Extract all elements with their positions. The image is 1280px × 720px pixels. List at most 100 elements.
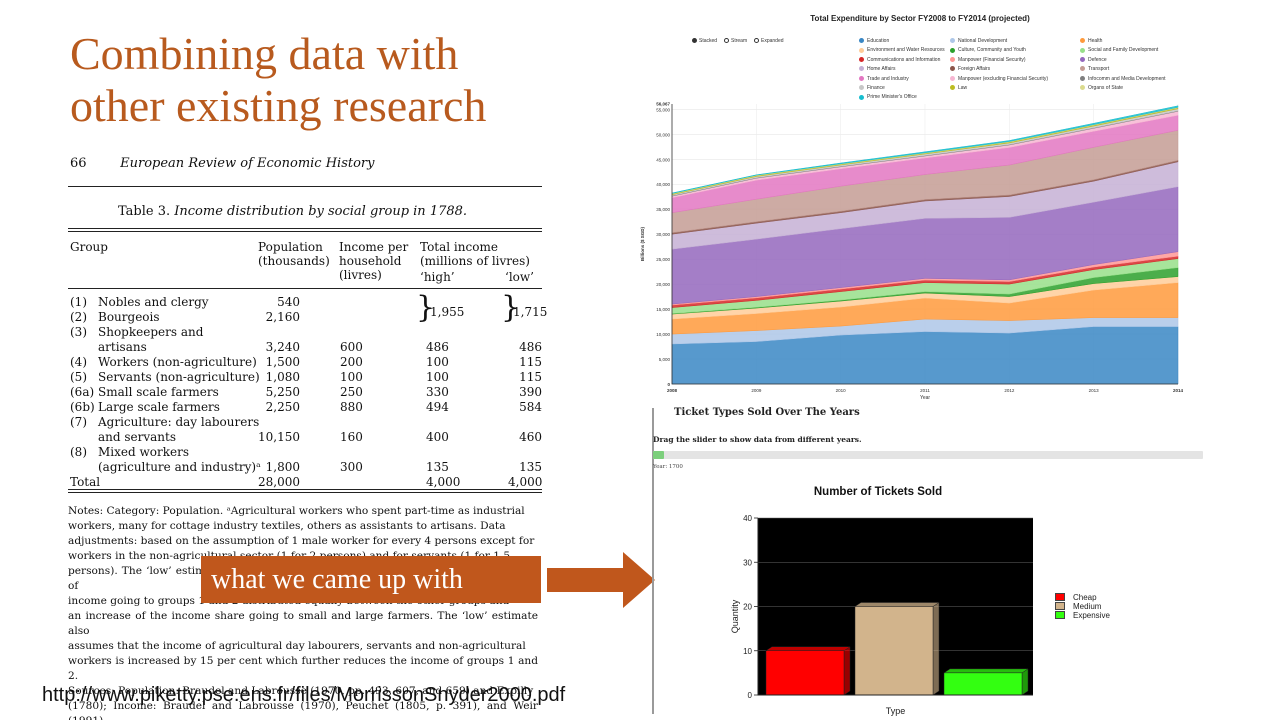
table-cell-inc: 300 — [340, 460, 363, 474]
x-tick-label: 2011 — [920, 388, 930, 393]
y-axis-label: Quantity — [730, 599, 740, 633]
bar-legend: Cheap Medium Expensive — [1055, 593, 1110, 620]
table-cell-group: and servants — [98, 430, 177, 444]
col-head-group: Group — [70, 240, 108, 254]
legend-label: Trade and Industry — [867, 75, 909, 82]
notes-line: an increase of the income share going to… — [68, 610, 538, 637]
table-row: artisans 3,240 600 486 486 — [68, 340, 544, 355]
bar-chart: 0 10 20 30 40 Type Quantity — [730, 514, 1033, 716]
table-cell-pop: 540 — [277, 295, 300, 309]
paper-header: 66 European Review of Economic History — [70, 156, 375, 171]
bar-expensive[interactable] — [943, 668, 1029, 696]
notes-line: Notes: Category: Population. ᵃAgricultur… — [68, 505, 525, 517]
y-tick-label: 5,000 — [659, 357, 671, 362]
slider-handle[interactable] — [653, 451, 664, 459]
legend-label: Transport — [1088, 66, 1110, 73]
legend-label: Environment and Water Resources — [867, 47, 945, 54]
y-tick-label: 35,000 — [656, 207, 670, 212]
legend-item[interactable]: Cheap — [1055, 593, 1110, 602]
legend-item[interactable]: Manpower (excluding Financial Security) — [950, 76, 1048, 82]
year-slider[interactable] — [653, 451, 1203, 459]
col-head-total-2: (millions of livres) — [420, 254, 530, 268]
y-tick-label: 40,000 — [656, 182, 670, 187]
table-row: (7) Agriculture: day labourers — [68, 415, 544, 430]
legend-label: Home Affairs — [867, 66, 896, 73]
table-cell-group: Large scale farmers — [98, 400, 220, 414]
bar-front — [943, 672, 1023, 696]
table-row: (1) Nobles and clergy 540 — [68, 295, 544, 310]
control-expanded[interactable]: Expanded — [754, 38, 784, 44]
bar-cheap[interactable] — [765, 646, 851, 696]
legend-item[interactable]: Infocomm and Media Development — [1080, 76, 1166, 82]
table-top-rule — [68, 228, 542, 229]
table-cell-num: (6a) — [70, 385, 95, 399]
table-cell-pop: 3,240 — [265, 340, 300, 354]
bar-medium[interactable] — [854, 602, 940, 696]
table-top-rule-2 — [68, 231, 542, 232]
legend-item[interactable]: Social and Family Development — [1080, 47, 1158, 53]
legend-item[interactable]: Manpower (Financial Security) — [950, 57, 1026, 63]
legend-swatch-icon — [1080, 56, 1085, 62]
col-head-total-1: Total income — [420, 240, 498, 254]
table-bottom-rule — [68, 489, 542, 490]
table-cell-high: 135 — [426, 460, 449, 474]
legend-item[interactable]: Law — [950, 85, 967, 91]
legend-item[interactable]: Home Affairs — [859, 66, 896, 72]
x-tick-label: 2008 — [667, 388, 678, 393]
legend-item[interactable]: Expensive — [1055, 611, 1110, 620]
legend-item[interactable]: Foreign Affairs — [950, 66, 990, 72]
legend-item[interactable]: Transport — [1080, 66, 1109, 72]
x-tick-label: 2012 — [1004, 388, 1015, 393]
control-stacked[interactable]: Stacked — [692, 38, 717, 44]
legend-item[interactable]: Prime Minister's Office — [859, 94, 917, 100]
legend-item[interactable]: Communications and Information — [859, 57, 940, 63]
table-cell-inc: 100 — [340, 370, 363, 384]
table-cell-group: (agriculture and industry)ᵃ — [98, 460, 261, 474]
table-row: (6a) Small scale farmers 5,250 250 330 390 — [68, 385, 544, 400]
table-cell-num: Total — [70, 475, 101, 489]
source-url[interactable]: http://www.piketty.pse.ens.fr/files/Morr… — [42, 684, 566, 706]
x-axis-label: Year — [920, 395, 930, 401]
legend-item[interactable]: Finance — [859, 85, 885, 91]
bar-top — [943, 668, 1029, 674]
area-chart-panel: 5,000 10,000 15,000 20,000 25,000 30,000 35,00… — [640, 8, 1200, 404]
x-tick-label: 2010 — [836, 388, 847, 393]
legend-swatch-icon — [950, 75, 955, 81]
area-series-18[interactable] — [671, 105, 1179, 194]
table-cell-group: Shopkeepers and — [98, 325, 204, 339]
legend-item[interactable]: Medium — [1055, 602, 1110, 611]
legend-swatch-icon — [859, 66, 864, 72]
table-cell-high: 494 — [426, 400, 449, 414]
bar-top — [765, 646, 851, 651]
table-cell-group: Workers (non-agriculture) — [98, 355, 257, 369]
legend-item[interactable]: National Development — [950, 38, 1007, 44]
page-number: 66 — [70, 156, 87, 171]
legend-item[interactable]: Education — [859, 38, 889, 44]
table-cell-group: Agriculture: day labourers — [98, 415, 260, 429]
y-max-label: 56,067 — [656, 102, 670, 107]
legend-label: Education — [867, 38, 890, 44]
table-cell-pop: 2,160 — [265, 310, 300, 324]
legend-label: National Development — [958, 38, 1008, 44]
area-chart-title: Total Expenditure by Sector FY2008 to FY… — [810, 14, 1030, 23]
legend-label: Finance — [867, 85, 885, 91]
control-stacked-label: Stacked — [699, 38, 718, 44]
table-cell-group: artisans — [98, 340, 147, 354]
control-stream[interactable]: Stream — [724, 38, 747, 44]
legend-item[interactable]: Defence — [1080, 57, 1107, 63]
legend-item[interactable]: Organs of State — [1080, 85, 1123, 91]
legend-item[interactable]: Environment and Water Resources — [859, 47, 945, 53]
legend-item[interactable]: Culture, Community and Youth — [950, 47, 1026, 53]
legend-item[interactable]: Trade and Industry — [859, 76, 909, 82]
year-label: Year: 1700 — [653, 464, 683, 470]
right-arrow-icon — [547, 552, 655, 608]
legend-item[interactable]: Health — [1080, 38, 1102, 44]
table-cell-pop: 1,080 — [265, 370, 300, 384]
slide-title-line-2: other existing research — [70, 80, 487, 131]
legend-label: Culture, Community and Youth — [958, 47, 1026, 54]
slide-title-line-1: Combining data with — [70, 28, 459, 79]
legend-swatch-icon — [950, 56, 955, 62]
table-cell-num: (3) — [70, 325, 87, 339]
legend-label: Cheap — [1073, 593, 1097, 602]
control-stream-label: Stream — [731, 38, 748, 44]
